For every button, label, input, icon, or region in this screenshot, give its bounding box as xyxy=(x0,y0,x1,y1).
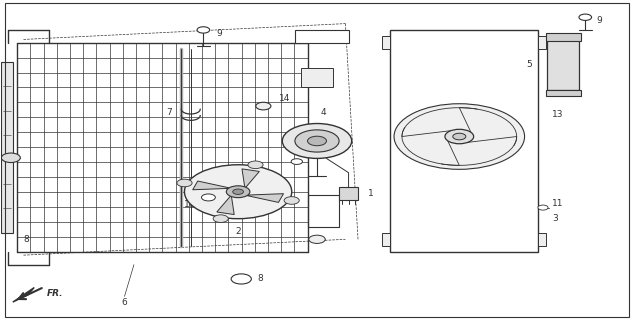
Circle shape xyxy=(453,133,466,140)
Text: 8: 8 xyxy=(23,235,30,244)
Circle shape xyxy=(445,129,474,144)
Text: 6: 6 xyxy=(122,298,127,307)
Bar xyxy=(545,33,581,41)
Circle shape xyxy=(538,205,548,210)
Bar xyxy=(382,233,389,246)
Text: 12: 12 xyxy=(308,149,320,158)
Circle shape xyxy=(579,14,592,20)
Text: 11: 11 xyxy=(552,199,564,208)
Bar xyxy=(382,36,389,49)
Circle shape xyxy=(309,235,325,244)
Text: 3: 3 xyxy=(552,214,557,223)
Bar xyxy=(545,90,581,96)
Text: 9: 9 xyxy=(216,28,222,38)
Circle shape xyxy=(202,194,216,201)
Circle shape xyxy=(284,197,299,204)
Text: 4: 4 xyxy=(321,108,326,117)
Text: 10: 10 xyxy=(184,200,196,209)
Polygon shape xyxy=(217,195,234,214)
Bar xyxy=(538,36,545,49)
Polygon shape xyxy=(193,181,231,190)
Circle shape xyxy=(282,124,352,158)
Text: 14: 14 xyxy=(279,94,290,103)
Circle shape xyxy=(1,153,20,163)
Bar xyxy=(295,30,349,43)
Text: 9: 9 xyxy=(597,16,602,25)
Bar xyxy=(538,233,545,246)
Circle shape xyxy=(295,130,339,152)
Bar xyxy=(301,68,333,87)
Text: 8: 8 xyxy=(257,275,262,284)
Circle shape xyxy=(213,215,228,222)
Circle shape xyxy=(197,27,210,33)
Polygon shape xyxy=(13,288,34,302)
Polygon shape xyxy=(245,194,283,203)
Circle shape xyxy=(231,274,251,284)
Bar xyxy=(339,187,358,200)
Bar xyxy=(547,39,579,90)
Circle shape xyxy=(184,165,292,219)
Bar xyxy=(389,30,538,252)
Circle shape xyxy=(394,104,524,169)
Circle shape xyxy=(233,189,243,195)
Circle shape xyxy=(248,161,263,169)
Text: 5: 5 xyxy=(526,60,532,69)
Polygon shape xyxy=(242,169,259,188)
Circle shape xyxy=(291,159,302,164)
Text: 13: 13 xyxy=(552,110,564,119)
Circle shape xyxy=(256,102,271,110)
Text: 7: 7 xyxy=(166,108,172,117)
Circle shape xyxy=(177,179,192,187)
Text: 2: 2 xyxy=(235,227,241,236)
Circle shape xyxy=(226,186,250,198)
Circle shape xyxy=(307,136,327,146)
Text: 1: 1 xyxy=(368,189,373,198)
Text: FR.: FR. xyxy=(47,289,63,299)
Bar xyxy=(1,62,13,233)
